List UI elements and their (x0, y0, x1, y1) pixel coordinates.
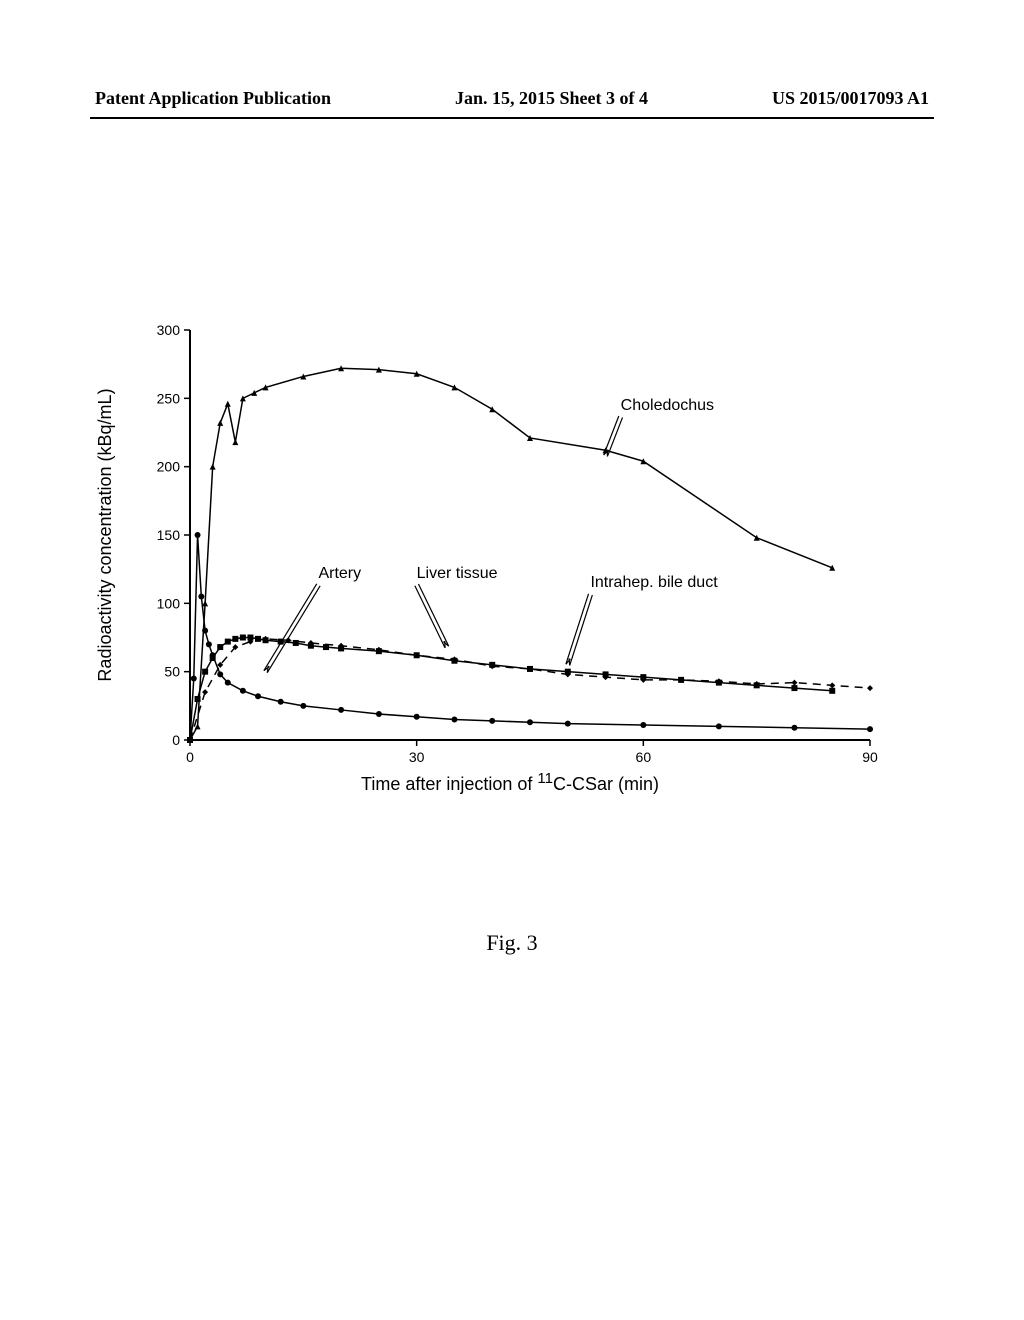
xlabel-suffix: C-CSar (min) (553, 774, 659, 794)
svg-text:0: 0 (186, 749, 194, 765)
header-divider (90, 117, 934, 119)
svg-text:200: 200 (157, 459, 181, 475)
svg-text:90: 90 (862, 749, 878, 765)
svg-text:250: 250 (157, 390, 181, 406)
artery-label: Artery (318, 565, 361, 583)
header-left: Patent Application Publication (95, 88, 331, 109)
liver-tissue-label: Liver tissue (417, 565, 498, 583)
x-axis-label: Time after injection of 11C-CSar (min) (130, 770, 890, 795)
header-center: Jan. 15, 2015 Sheet 3 of 4 (455, 88, 648, 109)
svg-text:30: 30 (409, 749, 425, 765)
y-axis-label: Radioactivity concentration (kBq/mL) (95, 330, 116, 740)
xlabel-prefix: Time after injection of (361, 774, 537, 794)
chart-svg: 0 50 100 150 200 250 300 0 30 60 90 (130, 320, 890, 800)
svg-text:0: 0 (172, 732, 180, 748)
figure-caption: Fig. 3 (0, 930, 1024, 956)
svg-text:300: 300 (157, 322, 181, 338)
patent-header: Patent Application Publication Jan. 15, … (0, 88, 1024, 119)
svg-text:100: 100 (157, 595, 181, 611)
header-right: US 2015/0017093 A1 (772, 88, 929, 109)
svg-text:50: 50 (164, 664, 180, 680)
svg-text:60: 60 (636, 749, 652, 765)
line-chart: 0 50 100 150 200 250 300 0 30 60 90 (130, 320, 890, 800)
xlabel-sup: 11 (537, 770, 553, 787)
intrahep-bile-duct-label: Intrahep. bile duct (590, 574, 717, 592)
choledochus-label: Choledochus (621, 397, 714, 415)
svg-text:150: 150 (157, 527, 181, 543)
